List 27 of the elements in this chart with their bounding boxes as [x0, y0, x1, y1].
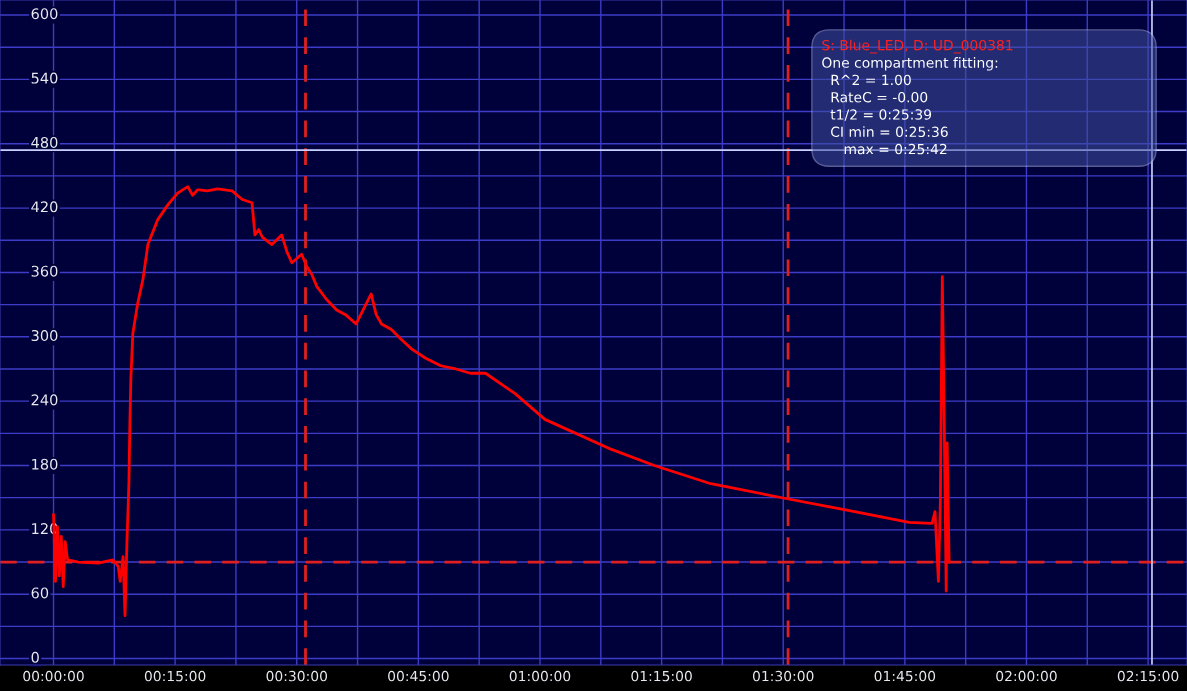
- annotation: S: Blue_LED, D: UD_000381: [822, 39, 1013, 54]
- x-tick-label: 00:30:00: [266, 670, 328, 682]
- x-tick-label: 01:45:00: [874, 670, 936, 682]
- annotation: RateC = -0.00: [831, 91, 928, 103]
- x-tick-label: 01:00:00: [509, 670, 571, 682]
- x-tick-label: 01:15:00: [631, 670, 692, 682]
- x-tick-label: 02:15:00: [1117, 670, 1179, 682]
- x-tick-label: 00:00:00: [23, 670, 84, 682]
- y-tick-label: 540: [31, 72, 58, 84]
- annotation: CI min = 0:25:36: [831, 126, 948, 138]
- y-tick-label: 240: [31, 394, 58, 406]
- x-tick-label: 02:00:00: [996, 670, 1057, 682]
- y-tick-label: 180: [32, 458, 58, 470]
- x-tick-label: 00:15:00: [144, 670, 206, 682]
- annotation: R^2 = 1.00: [831, 74, 911, 86]
- y-tick-label: 300: [31, 329, 58, 342]
- y-tick-label: 480: [31, 136, 58, 148]
- x-tick-label: 00:45:00: [388, 670, 449, 682]
- annotation: t1/2 = 0:25:39: [830, 109, 932, 121]
- y-tick-label: 600: [31, 8, 58, 20]
- y-tick-label: 0: [31, 651, 39, 663]
- annotation: max = 0:25:42: [844, 143, 947, 155]
- y-tick-label: 420: [31, 201, 58, 213]
- annotation: One compartment fitting:: [822, 57, 998, 71]
- y-tick-label: 360: [31, 265, 58, 277]
- y-tick-label: 60: [31, 587, 49, 599]
- x-tick-label: 01:30:00: [752, 670, 814, 682]
